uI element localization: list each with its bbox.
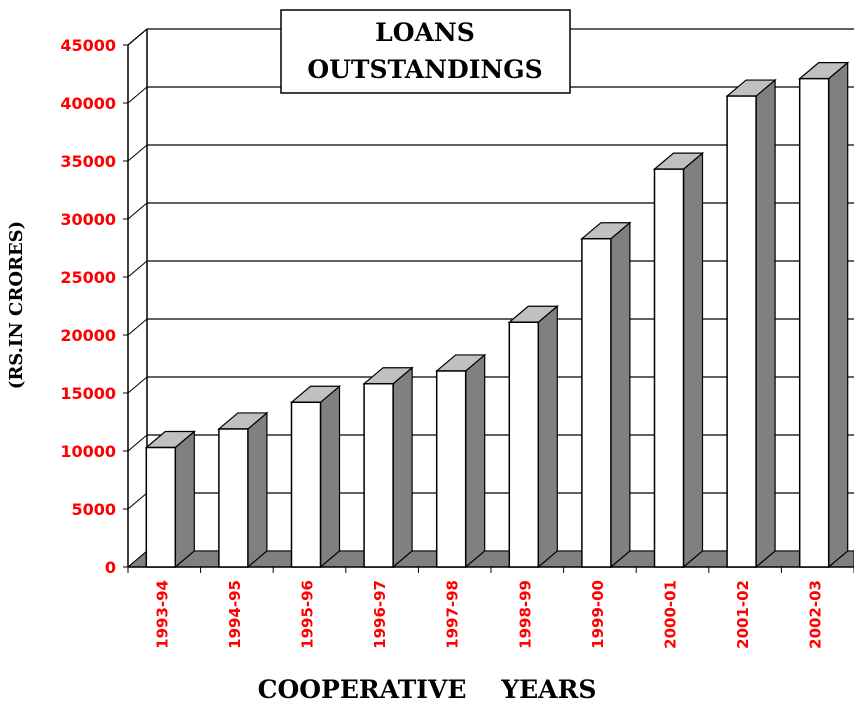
y-tick-label: 35000 (60, 152, 116, 171)
x-tick-labels: 1993-94 1994-95 1995-96 1996-97 1997-98 1998-… (153, 580, 824, 649)
x-tick-label: 1998-99 (516, 580, 534, 649)
bar-1994-95 (217, 411, 269, 569)
x-tick-label: 1996-97 (371, 580, 389, 649)
bars (144, 61, 850, 569)
bar-front (508, 321, 540, 568)
grid-diagonal (127, 202, 148, 220)
bar-front (290, 401, 322, 568)
bar-2002-03 (798, 61, 850, 569)
y-tick-labels: 0 5000 10000 15000 20000 25000 30000 35000 40000… (60, 36, 116, 577)
bar-1998-99 (507, 304, 559, 569)
y-tick-label: 15000 (60, 384, 116, 403)
grid-diagonal (127, 86, 148, 104)
y-tick-label: 20000 (60, 326, 116, 345)
chart-title-line-2: OUTSTANDINGS (307, 55, 542, 84)
x-tick-label: 1995-96 (299, 580, 317, 649)
bar-1999-00 (580, 221, 632, 569)
bar-side (537, 304, 558, 569)
bar-side (319, 384, 341, 569)
x-tick-label: 1999-00 (589, 580, 607, 649)
grid-diagonal (127, 144, 148, 162)
bar-front (581, 237, 612, 568)
bar-front (435, 370, 467, 568)
y-tick-label: 45000 (60, 36, 116, 55)
x-tick-label: 1997-98 (444, 580, 462, 649)
bar-side (682, 151, 704, 569)
bar-1995-96 (289, 384, 342, 569)
grid-diagonal (127, 260, 148, 278)
y-tick-label: 40000 (60, 94, 116, 113)
bar-front (798, 77, 830, 568)
x-tick-label: 2002-03 (807, 580, 825, 649)
bar-front (145, 446, 177, 568)
y-tick-label: 30000 (60, 210, 116, 229)
y-tick-label: 0 (105, 558, 116, 577)
bar-1993-94 (144, 430, 196, 569)
chart-title-line-1: LOANS (375, 18, 475, 47)
x-tick-label: 2000-01 (662, 580, 680, 649)
grid-diagonal (127, 492, 148, 510)
y-tick-label: 10000 (60, 442, 116, 461)
bar-side (174, 430, 195, 569)
x-axis-title: COOPERATIVE YEARS (258, 675, 597, 704)
y-axis-title: (RS.IN CRORES) (6, 221, 27, 389)
bar-1996-97 (362, 366, 414, 569)
y-tick-label: 5000 (71, 500, 116, 519)
y-tick-label: 25000 (60, 268, 116, 287)
top-diagonal (127, 28, 148, 46)
bar-2001-02 (725, 78, 777, 569)
bar-side (247, 411, 268, 569)
bar-front (363, 382, 394, 568)
x-tick-label: 1993-94 (153, 580, 171, 649)
grid-diagonal (127, 434, 148, 452)
bar-front (653, 168, 685, 568)
bar-side (465, 353, 486, 569)
bar-2000-01 (652, 151, 705, 569)
x-tick-label: 1994-95 (226, 580, 244, 649)
bar-1997-98 (435, 353, 487, 569)
x-tick-label: 2001-02 (734, 580, 752, 649)
grid-diagonal (127, 318, 148, 336)
bar-side (828, 61, 849, 569)
bar-front (218, 428, 249, 568)
grid-diagonal (127, 376, 148, 394)
chart-title-box: LOANS OUTSTANDINGS (280, 9, 571, 94)
bar-front (726, 95, 757, 568)
bar-side (755, 78, 776, 569)
bar-side (392, 366, 413, 569)
bar-side (610, 221, 631, 569)
